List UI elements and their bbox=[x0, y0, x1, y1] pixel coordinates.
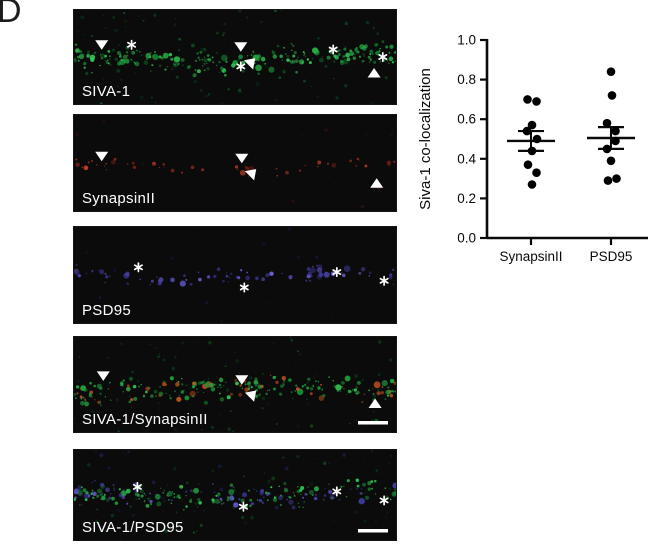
scale-bar bbox=[358, 421, 388, 425]
y-tick-label: 0.4 bbox=[457, 151, 476, 166]
data-point bbox=[522, 126, 532, 136]
y-axis-title: Siva-1 co-localization bbox=[417, 68, 434, 210]
y-tick-label: 0.8 bbox=[457, 72, 476, 87]
asterisk-marker bbox=[239, 282, 249, 293]
asterisk-marker bbox=[238, 501, 248, 512]
x-category-label: SynapsinII bbox=[499, 249, 562, 264]
arrowhead-marker bbox=[243, 58, 256, 70]
strip-label-synapsinii: SynapsinII bbox=[82, 190, 156, 207]
siva1-psd95-merge-micrograph bbox=[74, 450, 396, 540]
siva1-micrograph bbox=[74, 10, 396, 104]
asterisk-marker bbox=[379, 275, 389, 286]
strip-siva1-psd95-merge: SIVA-1/PSD95 bbox=[73, 449, 397, 541]
strip-psd95: PSD95 bbox=[73, 226, 397, 324]
arrowhead-marker bbox=[235, 153, 249, 164]
strip-label-psd95: PSD95 bbox=[82, 302, 132, 319]
strip-siva1: SIVA-1 bbox=[73, 9, 397, 105]
data-point bbox=[532, 134, 542, 144]
strip-siva1-synapsinii-merge: SIVA-1/SynapsinII bbox=[73, 336, 397, 433]
colocalization-chart: 0.0 0.2 0.4 0.6 0.8 1.0 SynapsinII PSD95 Siva-1 … bbox=[400, 20, 650, 290]
strip-synapsinii: SynapsinII bbox=[73, 114, 397, 212]
asterisk-marker bbox=[332, 267, 342, 278]
scatter-plot: 0.0 0.2 0.4 0.6 0.8 1.0 SynapsinII PSD95 Siva-1 … bbox=[417, 33, 648, 264]
arrowhead-marker bbox=[95, 40, 109, 50]
data-point bbox=[527, 120, 537, 130]
data-point bbox=[602, 144, 612, 154]
data-point bbox=[606, 156, 616, 166]
arrowhead-marker bbox=[244, 169, 257, 181]
data-point bbox=[532, 168, 541, 177]
strip-label-siva1: SIVA-1 bbox=[82, 83, 131, 100]
data-point bbox=[527, 146, 537, 156]
data-point bbox=[612, 174, 621, 183]
y-tick-label: 0.0 bbox=[457, 231, 476, 246]
arrowhead-marker bbox=[95, 151, 109, 162]
series-SynapsinII bbox=[507, 95, 555, 189]
arrowhead-marker bbox=[367, 68, 381, 78]
data-point bbox=[523, 95, 532, 104]
scale-bar bbox=[358, 529, 388, 533]
arrowhead-marker bbox=[235, 375, 249, 385]
data-point bbox=[602, 118, 612, 128]
arrowhead-marker bbox=[96, 371, 110, 381]
arrowhead-marker bbox=[370, 178, 384, 188]
strip-label-siva1-synapsinii: SIVA-1/SynapsinII bbox=[82, 411, 208, 428]
asterisk-marker bbox=[328, 44, 338, 55]
x-category-label: PSD95 bbox=[590, 249, 633, 264]
data-point bbox=[532, 97, 541, 106]
asterisk-marker bbox=[236, 61, 246, 72]
y-tick-label: 1.0 bbox=[457, 33, 476, 48]
data-point bbox=[607, 91, 617, 100]
arrowhead-marker bbox=[244, 390, 257, 402]
asterisk-marker bbox=[378, 51, 388, 63]
series-PSD95 bbox=[587, 67, 635, 185]
data-point bbox=[523, 160, 533, 169]
psd95-micrograph bbox=[74, 227, 395, 323]
asterisk-marker bbox=[133, 262, 143, 273]
asterisk-marker bbox=[127, 39, 137, 50]
panel-label: D bbox=[0, 0, 22, 30]
asterisk-marker bbox=[132, 481, 142, 492]
data-point bbox=[527, 180, 537, 189]
data-point bbox=[611, 136, 620, 146]
synapsinii-micrograph bbox=[75, 120, 396, 209]
data-point bbox=[603, 176, 613, 185]
data-point bbox=[611, 126, 620, 136]
siva1-synapsinii-merge-micrograph bbox=[74, 337, 396, 432]
arrowhead-marker bbox=[234, 42, 248, 52]
y-tick-label: 0.6 bbox=[457, 112, 476, 127]
y-tick-label: 0.2 bbox=[457, 191, 476, 206]
asterisk-marker bbox=[379, 495, 389, 506]
arrowhead-marker bbox=[368, 398, 382, 408]
data-point bbox=[606, 67, 616, 76]
asterisk-marker bbox=[332, 486, 342, 497]
strip-label-siva1-psd95: SIVA-1/PSD95 bbox=[82, 519, 184, 536]
